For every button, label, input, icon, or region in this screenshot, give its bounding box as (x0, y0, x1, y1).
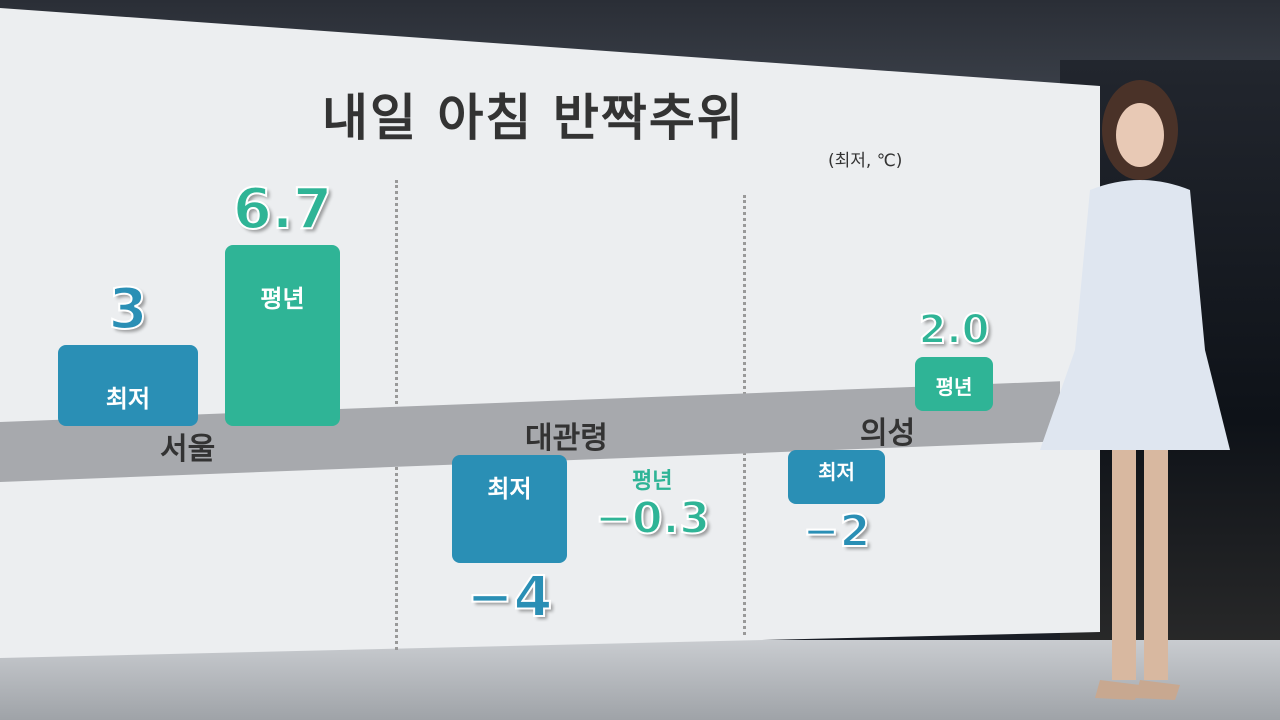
value-label: −4 (466, 564, 554, 631)
bar-label: 최저 (818, 460, 855, 484)
series-label: 평년 (632, 469, 673, 494)
bar-label: 평년 (260, 285, 305, 314)
bar-평년: 평년 (225, 245, 340, 426)
city-label: 서울 (160, 432, 216, 467)
value-label: 2.0 (918, 306, 991, 354)
chart-unit: (최저, ℃) (828, 151, 903, 171)
bar-label: 최저 (105, 385, 151, 413)
value-label: −0.3 (594, 492, 711, 545)
bar-label: 최저 (487, 475, 532, 503)
value-label: 6.7 (232, 176, 333, 243)
bar-최저: 최저 (58, 345, 198, 426)
bar-label: 평년 (935, 375, 973, 399)
bar-최저: 최저 (452, 455, 567, 563)
city-label: 대관령 (525, 421, 608, 456)
bar-최저: 최저 (788, 450, 885, 504)
bar-평년: 평년 (915, 357, 993, 411)
value-label: 3 (108, 276, 149, 343)
city-label: 의성 (860, 416, 916, 451)
chart-title: 내일 아침 반짝추위 (322, 89, 745, 147)
studio-floor (0, 640, 1280, 720)
value-label: −2 (802, 505, 871, 558)
presenter-figure (1040, 80, 1230, 700)
